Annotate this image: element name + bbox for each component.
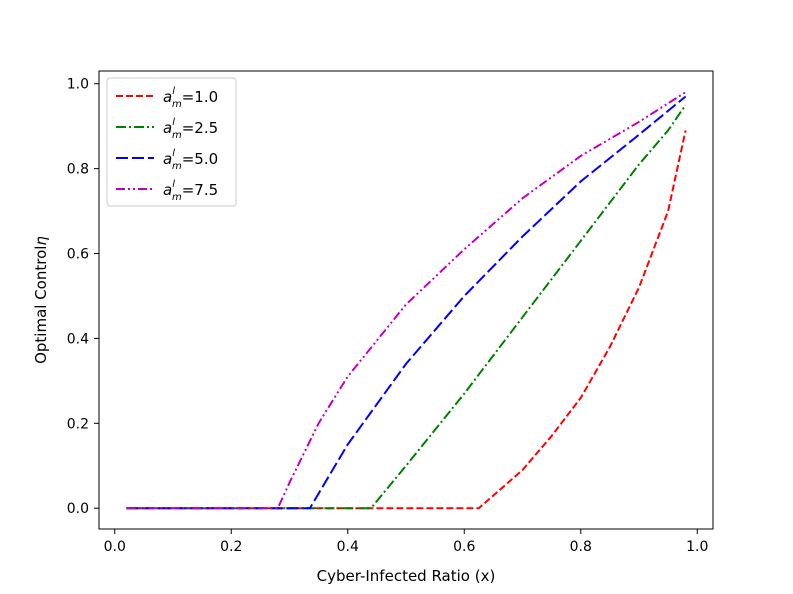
y-tick-label: 0.2 [67, 416, 89, 432]
series-line-3 [126, 95, 687, 510]
legend-label-value: =5.0 [182, 150, 218, 168]
legend-label-base: a [163, 150, 172, 168]
series-line-4 [126, 91, 687, 510]
legend-label-value: =1.0 [182, 88, 218, 106]
x-tick-label: 0.2 [220, 539, 242, 555]
y-tick-label: 0.4 [67, 331, 89, 347]
plot-lines [126, 91, 687, 510]
legend-label-sup: l [172, 117, 175, 128]
legend-label-value: =7.5 [182, 181, 218, 199]
legend-label-base: a [163, 119, 172, 137]
y-axis: 0.0 0.2 0.4 0.6 0.8 1.0 [67, 77, 99, 517]
x-axis-label: Cyber-Infected Ratio (x) [317, 567, 496, 585]
legend-label-sub: m [172, 192, 182, 203]
x-tick-label: 0.8 [570, 539, 592, 555]
y-tick-label: 0.8 [67, 162, 89, 178]
legend: al m=1.0al m=2.5al m=5.0al m=7.5 [106, 77, 237, 207]
legend-label-base: a [163, 181, 172, 199]
y-axis-label-text: Optimal Control [32, 246, 50, 364]
legend-label-value: =2.5 [182, 119, 218, 137]
y-tick-label: 0.0 [67, 501, 89, 517]
legend-label-sup: l [172, 148, 175, 159]
legend-label-sub: m [172, 130, 182, 141]
plot-frame [98, 70, 714, 530]
legend-label: al m=2.5 [163, 117, 218, 141]
legend-box [106, 77, 237, 207]
x-tick-label: 0.0 [104, 539, 126, 555]
y-axis-label-symbol: η [32, 236, 50, 246]
legend-label-sup: l [172, 86, 175, 97]
legend-label-sup: l [172, 179, 175, 190]
x-tick-label: 1.0 [686, 539, 708, 555]
legend-label-sub: m [172, 99, 182, 110]
y-tick-label: 0.6 [67, 247, 89, 263]
legend-label-sub: m [172, 161, 182, 172]
legend-label: al m=1.0 [163, 86, 218, 110]
legend-label: al m=5.0 [163, 148, 218, 172]
x-tick-label: 0.6 [453, 539, 475, 555]
legend-label: al m=7.5 [163, 179, 218, 203]
x-tick-label: 0.4 [337, 539, 359, 555]
x-axis: 0.0 0.2 0.4 0.6 0.8 1.0 [104, 529, 708, 555]
y-axis-label: Optimal Controlη [32, 236, 50, 364]
legend-label-base: a [163, 88, 172, 106]
y-tick-label: 1.0 [67, 77, 89, 93]
